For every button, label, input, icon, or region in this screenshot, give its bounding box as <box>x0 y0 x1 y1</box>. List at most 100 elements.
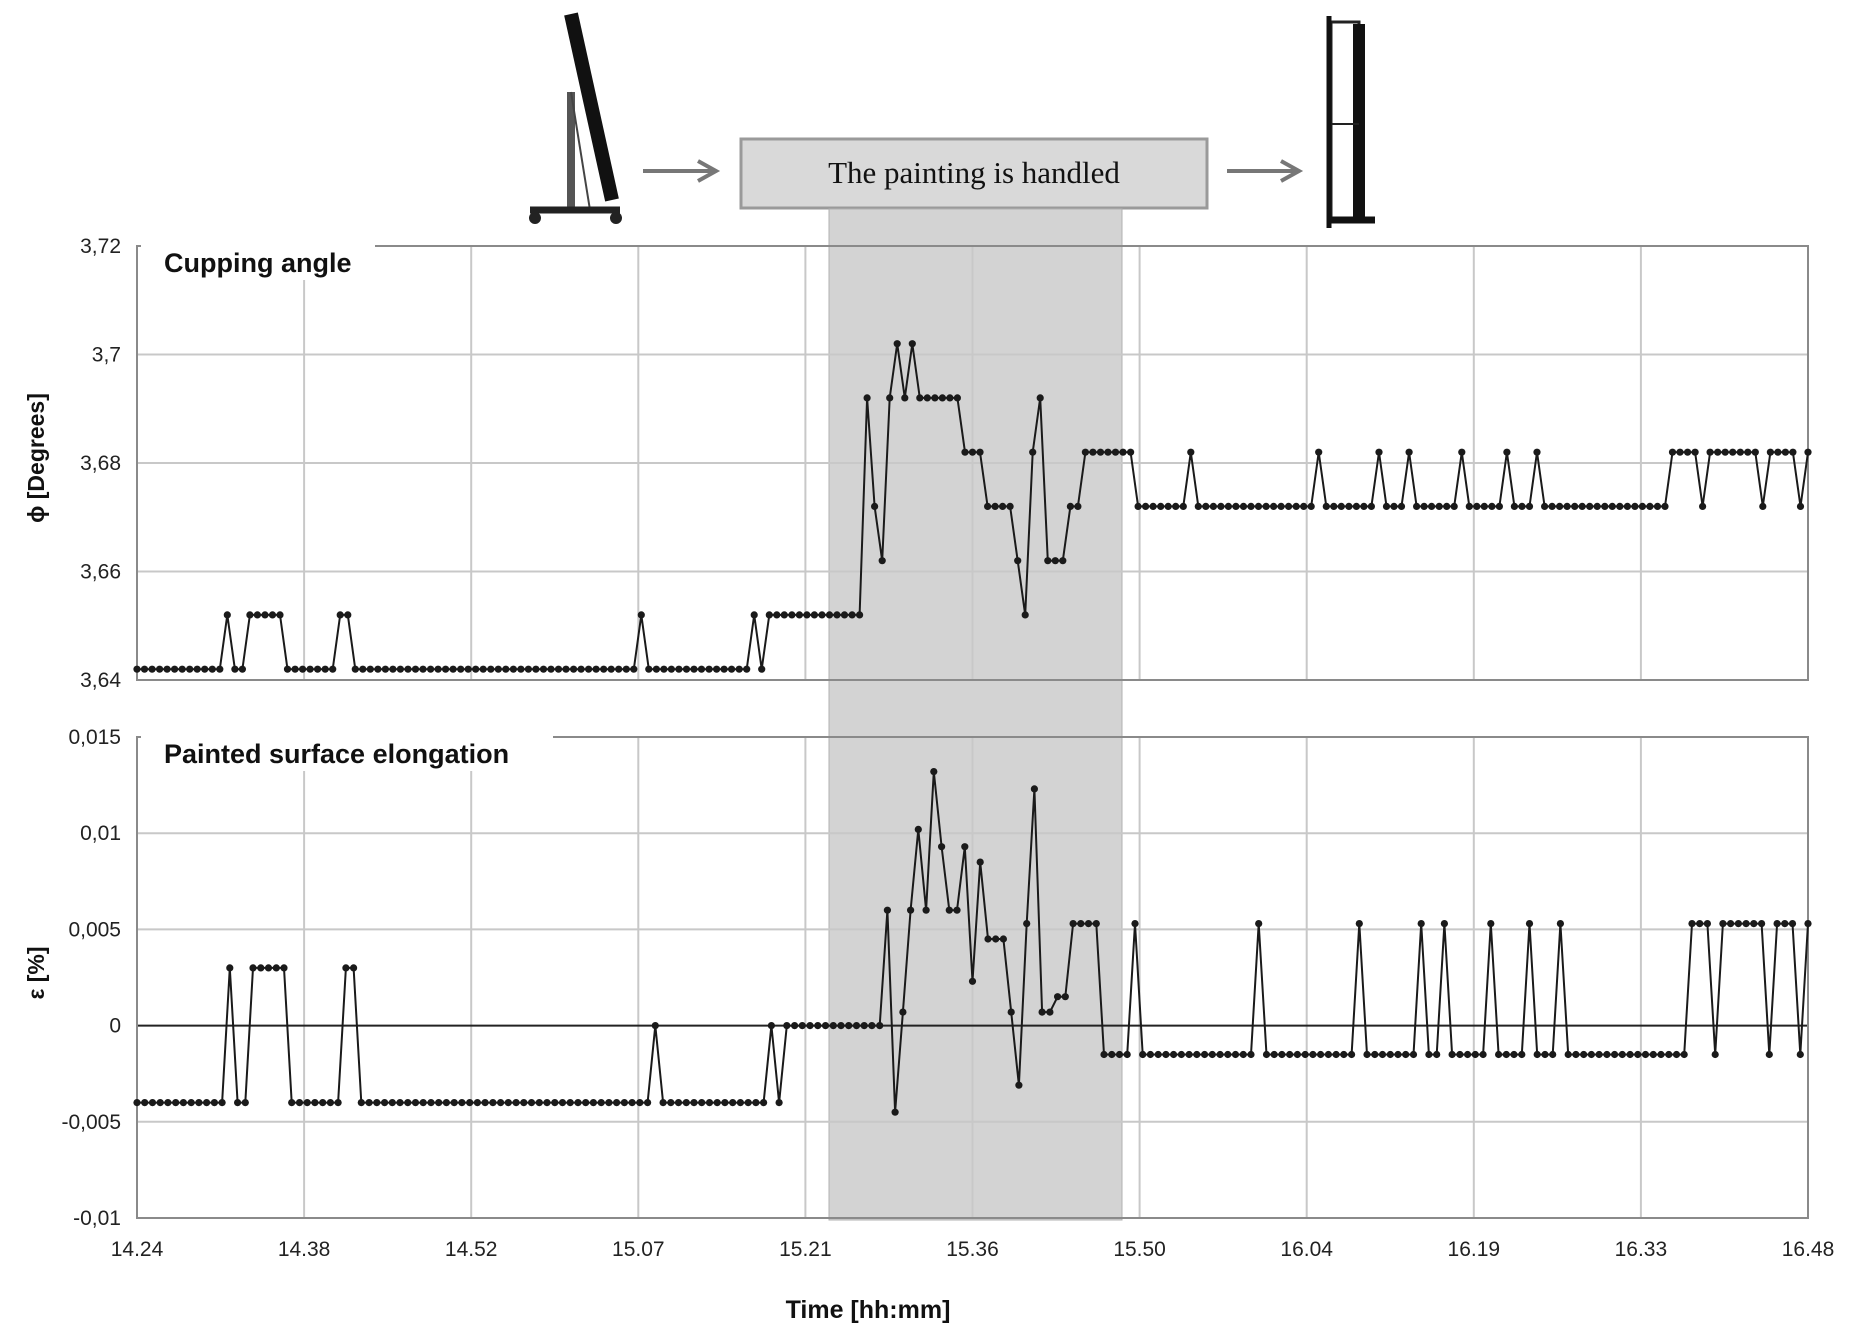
elongation-data-point <box>1804 920 1812 928</box>
elongation-data-point <box>319 1099 327 1107</box>
elongation-data-point <box>1286 1050 1294 1059</box>
cupping-data-point <box>976 448 984 456</box>
cupping-data-point <box>449 665 457 673</box>
x-tick-label: 15.21 <box>779 1238 832 1261</box>
cupping-data-point <box>1495 502 1503 510</box>
cupping-data-point <box>1541 502 1549 510</box>
cupping-data-point <box>201 665 209 673</box>
elongation-data-point <box>651 1022 659 1030</box>
cupping-data-point <box>999 502 1007 510</box>
elongation-data-point <box>435 1099 443 1107</box>
cupping-data-point <box>427 665 435 673</box>
elongation-data-point <box>1603 1050 1611 1059</box>
elongation-data-point <box>1262 1050 1271 1059</box>
cupping-data-point <box>938 394 947 402</box>
elongation-data-point <box>1781 920 1789 928</box>
elongation-data-point <box>1471 1050 1479 1059</box>
elongation-data-point <box>582 1099 590 1107</box>
elongation-data-point <box>868 1022 876 1030</box>
elongation-data-point <box>133 1099 141 1107</box>
elongation-data-point <box>1572 1050 1580 1059</box>
elongation-data-point <box>682 1099 690 1107</box>
elongation-plot-frame <box>136 736 1809 1219</box>
cupping-data-point <box>1510 502 1518 510</box>
elongation-data-point <box>698 1099 706 1107</box>
elongation-data-point <box>1084 920 1093 928</box>
x-tick-label: 15.50 <box>1113 1238 1166 1261</box>
elongation-data-point <box>458 1099 466 1107</box>
elongation-data-point <box>1154 1050 1162 1059</box>
cupping-data-point <box>1059 557 1067 565</box>
x-tick-label: 15.07 <box>612 1238 665 1261</box>
elongation-data-point <box>1216 1050 1224 1059</box>
elongation-data-point <box>1363 1050 1371 1059</box>
cupping-data-point <box>1781 448 1789 456</box>
cupping-data-point <box>1435 502 1443 510</box>
elongation-data-point <box>1409 1050 1418 1059</box>
cupping-data-point <box>1157 502 1165 510</box>
cupping-data-point <box>1676 448 1684 456</box>
cupping-data-point <box>178 665 186 673</box>
elongation-data-point <box>1734 920 1742 928</box>
elongation-data-point <box>535 1099 543 1107</box>
cupping-data-point <box>253 611 261 619</box>
elongation-data-point <box>381 1099 389 1107</box>
elongation-data-point <box>1564 1050 1572 1059</box>
elongation-data-point <box>473 1099 481 1107</box>
x-axis-label: Time [hh:mm] <box>786 1296 951 1324</box>
elongation-data-point <box>852 1022 861 1030</box>
cupping-data-point <box>607 665 615 673</box>
elongation-data-point <box>1131 920 1139 928</box>
cupping-data-point <box>570 665 578 673</box>
elongation-data-point <box>1711 1050 1719 1059</box>
elongation-data-point <box>984 935 992 943</box>
elongation-data-point <box>620 1099 629 1107</box>
cupping-data-point <box>321 665 329 673</box>
cupping-data-point <box>660 665 668 673</box>
cupping-data-point <box>1586 502 1594 510</box>
elongation-data-point <box>1378 1050 1387 1059</box>
elongation-data-point <box>1665 1050 1673 1059</box>
cupping-data-point <box>246 611 254 619</box>
elongation-data-point <box>922 906 930 914</box>
elongation-data-point <box>1549 1050 1557 1059</box>
elongation-data-point <box>295 1099 304 1107</box>
cupping-data-point <box>765 611 773 619</box>
cupping-data-point <box>1292 502 1300 510</box>
cupping-data-point <box>1322 502 1330 510</box>
cupping-data-point <box>600 665 608 673</box>
banner: The painting is handled <box>739 137 1209 210</box>
elongation-data-point <box>1657 1050 1665 1059</box>
elongation-data-point <box>411 1099 420 1107</box>
cupping-data-point <box>1044 557 1052 565</box>
cupping-data-point <box>524 665 533 673</box>
cupping-data-point <box>1638 502 1646 510</box>
cupping-data-point <box>329 665 337 673</box>
elongation-data-point <box>388 1099 396 1107</box>
elongation-data-point <box>218 1099 226 1107</box>
cupping-data-point <box>1277 502 1285 510</box>
cupping-data-point <box>502 665 510 673</box>
elongation-data-point <box>729 1099 737 1107</box>
elongation-data-point <box>1301 1050 1309 1059</box>
elongation-data-point <box>264 964 273 972</box>
cupping-data-point <box>381 665 389 673</box>
elongation-data-point <box>504 1099 512 1107</box>
cupping-data-point <box>1578 502 1586 510</box>
cupping-data-point <box>622 665 630 673</box>
cupping-data-point <box>1653 502 1662 510</box>
cupping-data-point <box>1352 502 1360 510</box>
cupping-data-point <box>825 611 834 619</box>
cupping-data-point <box>1382 502 1391 510</box>
cupping-data-point <box>871 502 879 510</box>
elongation-data-point <box>1270 1050 1278 1059</box>
cupping-data-point <box>1390 502 1398 510</box>
cupping-data-point <box>1179 502 1187 510</box>
elongation-data-point <box>775 1099 783 1107</box>
cupping-data-point <box>1646 502 1654 510</box>
elongation-data-point <box>1255 920 1263 928</box>
cupping-data-point <box>1691 448 1699 456</box>
cupping-data-point <box>366 665 374 673</box>
cupping-data-point <box>1345 502 1353 510</box>
elongation-data-point <box>628 1099 636 1107</box>
